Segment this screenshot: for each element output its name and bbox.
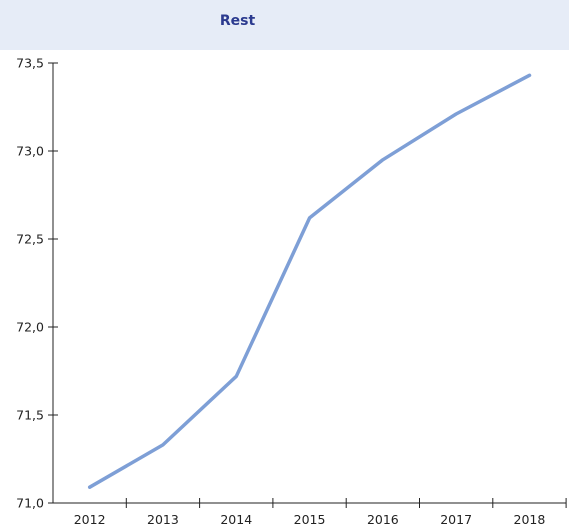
y-tick-label: 73,5 (16, 56, 44, 71)
y-axis-ticks: 71,0 71,5 72,0 72,5 73,0 73,5 (16, 56, 58, 511)
axes (52, 63, 567, 504)
series-line (87, 73, 532, 489)
title-band (0, 0, 569, 50)
y-tick-label: 72,5 (16, 232, 44, 247)
series-group (87, 73, 532, 489)
x-tick-label: 2017 (440, 512, 472, 527)
x-axis-ticks: 2012 2013 2014 2015 2016 2017 2018 (74, 498, 567, 527)
x-tick-label: 2013 (147, 512, 179, 527)
y-tick-label: 72,0 (16, 320, 44, 335)
y-tick-label: 73,0 (16, 144, 44, 159)
x-tick-label: 2018 (514, 512, 546, 527)
y-tick-label: 71,0 (16, 496, 44, 511)
x-tick-label: 2012 (74, 512, 106, 527)
x-tick-label: 2015 (294, 512, 326, 527)
chart-title: Rest (219, 13, 256, 29)
x-tick-label: 2014 (220, 512, 252, 527)
x-tick-label: 2016 (367, 512, 399, 527)
y-tick-label: 71,5 (16, 408, 44, 423)
